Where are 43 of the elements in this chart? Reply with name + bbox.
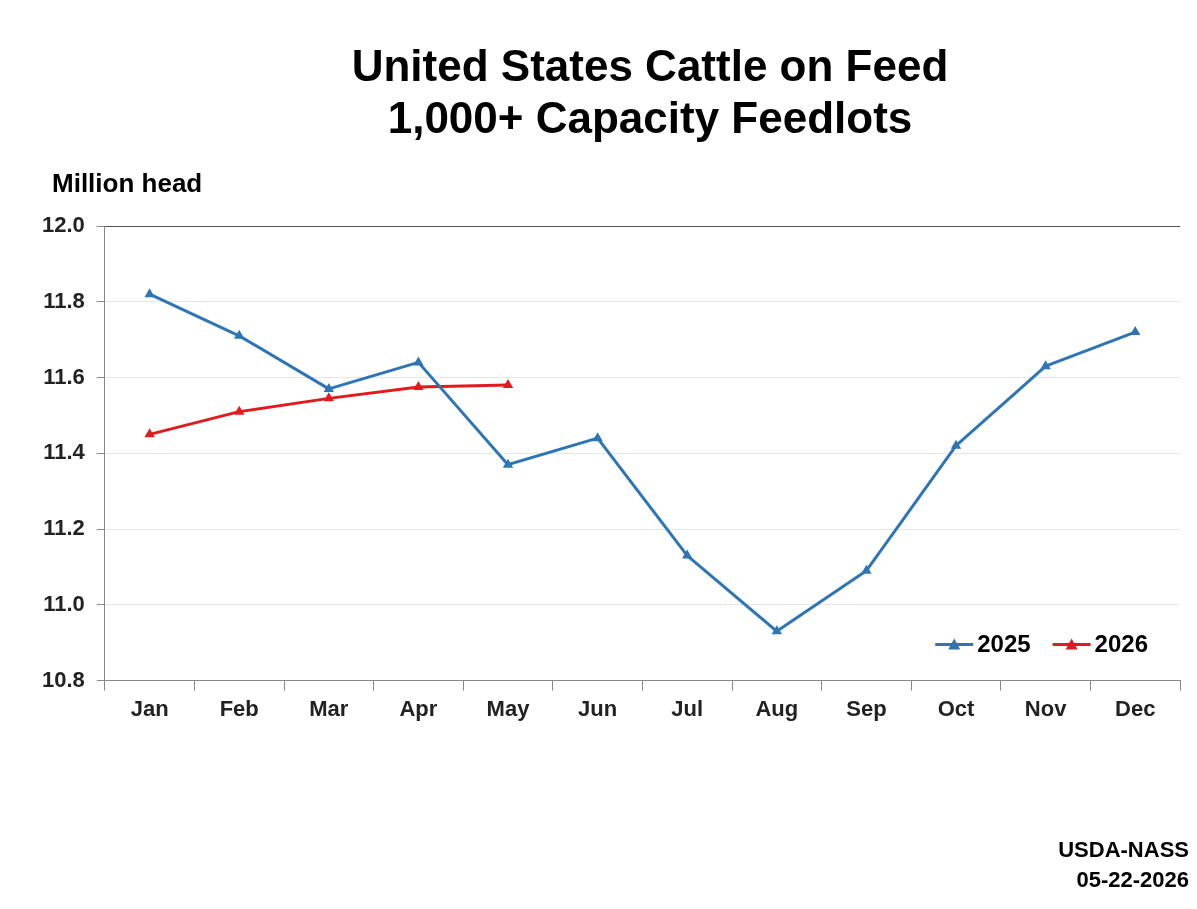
x-tick-label: May	[486, 695, 531, 721]
y-tick-label: 10.8	[41, 666, 85, 692]
x-tick-label: Apr	[399, 695, 438, 721]
x-tick-label: Jan	[130, 695, 169, 721]
chart-subtitle: 1,000+ Capacity Feedlots	[386, 92, 914, 144]
y-axis-title: Million head	[52, 168, 203, 199]
point	[413, 381, 424, 390]
point	[413, 356, 424, 366]
point	[234, 329, 245, 339]
x-tick-label: Dec	[1115, 695, 1156, 721]
chart-title: United States Cattle on Feed	[350, 40, 950, 92]
point	[1130, 326, 1141, 336]
y-tick-label: 12.0	[41, 212, 85, 238]
y-tick-label: 11.8	[43, 287, 85, 313]
x-tick-label: Nov	[1024, 695, 1068, 721]
point	[323, 392, 335, 402]
legend-label: 2025	[977, 630, 1031, 658]
text: 05-22-2026	[1075, 866, 1189, 894]
point	[502, 379, 514, 389]
point	[592, 432, 603, 442]
y-tick-label: 11.4	[43, 439, 86, 465]
y-tick-label: 11.6	[43, 363, 85, 389]
point	[861, 564, 872, 574]
x-tick-label: Mar	[309, 695, 349, 721]
point	[144, 288, 155, 298]
x-tick-label: Jul	[671, 695, 704, 721]
point	[1040, 360, 1051, 370]
point	[144, 428, 155, 438]
x-tick-label: Feb	[219, 695, 259, 721]
x-tick-label: Jun	[578, 695, 618, 721]
y-tick-label: 11.0	[43, 590, 85, 616]
point	[502, 458, 514, 468]
point	[323, 382, 335, 392]
x-tick-label: Sep	[846, 695, 887, 721]
x-tick-label: Aug	[755, 695, 799, 721]
y-tick-label: 11.2	[43, 515, 85, 541]
point	[234, 405, 245, 415]
x-tick-label: Oct	[937, 695, 976, 721]
text: USDA-NASS	[1058, 836, 1189, 864]
point	[771, 625, 782, 635]
point	[950, 439, 962, 449]
point	[682, 549, 693, 559]
legend-label: 2026	[1094, 630, 1148, 658]
